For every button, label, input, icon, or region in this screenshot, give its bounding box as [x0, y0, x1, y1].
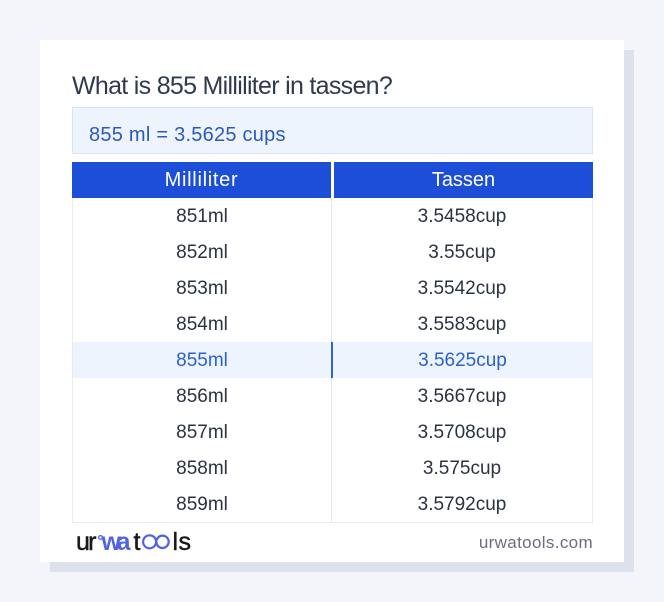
svg-text:ur: ur	[76, 528, 97, 556]
svg-text:ls: ls	[173, 528, 192, 556]
svg-text:t: t	[134, 528, 141, 556]
svg-text:wa: wa	[101, 528, 132, 556]
